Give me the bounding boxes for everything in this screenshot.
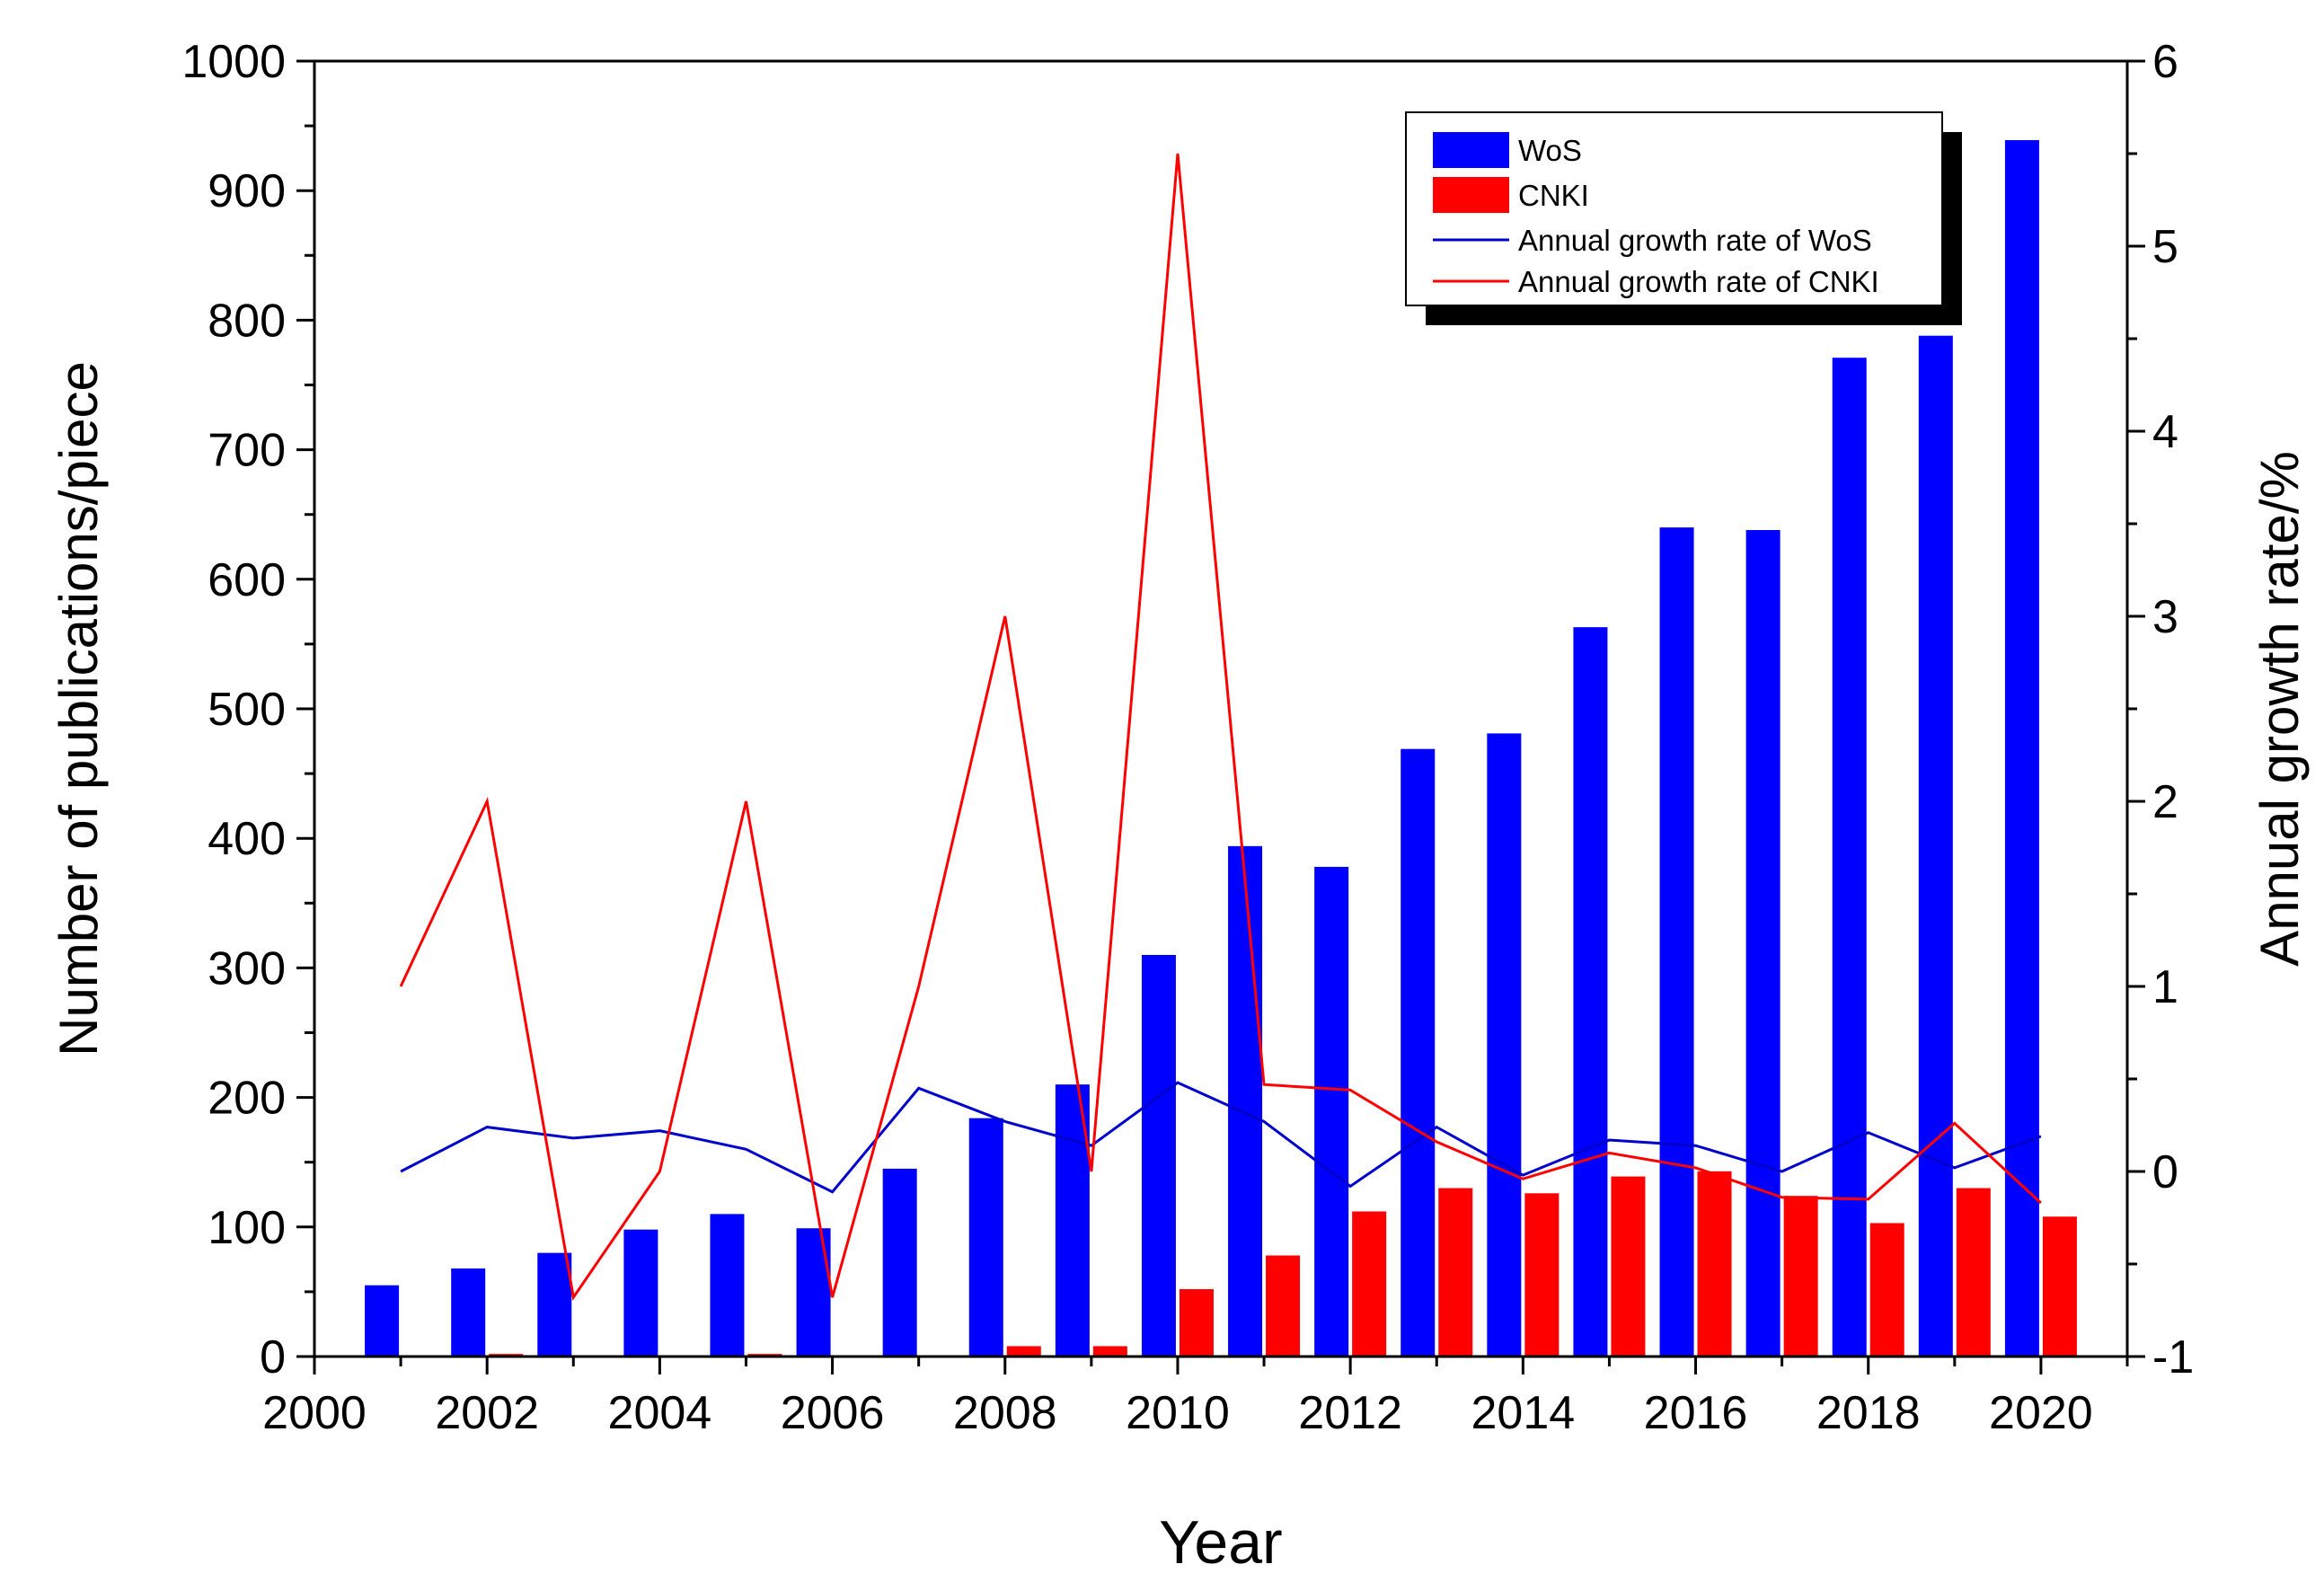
y2-tick-label-4: 3 [2152,591,2178,643]
y2-tick-label-0: -1 [2152,1331,2194,1383]
bar-cnki-2018 [1869,1223,1904,1357]
bar-wos-2016 [1659,527,1694,1357]
bar-cnki-2011 [1266,1255,1301,1357]
bar-wos-2007 [882,1168,917,1357]
x-tick-label-2010: 2010 [1126,1387,1230,1439]
bar-cnki-2013 [1438,1188,1473,1357]
y2-tick-label-2: 1 [2152,961,2178,1013]
x-tick-label-2012: 2012 [1298,1387,1402,1439]
bar-wos-2015 [1573,627,1608,1357]
y2-tick-label-6: 5 [2152,221,2178,273]
bar-wos-2001 [365,1285,400,1357]
x-axis-title: Year [1159,1508,1282,1577]
bar-cnki-2008 [1006,1346,1041,1357]
bar-cnki-2017 [1783,1196,1818,1357]
bar-wos-2017 [1745,530,1781,1357]
bar-wos-2020 [2004,139,2039,1357]
y-tick-label-300: 300 [208,942,286,994]
y-tick-label-100: 100 [208,1202,286,1254]
line-growth-wos [400,1081,2042,1194]
x-tick-label-2002: 2002 [435,1387,539,1439]
bar-cnki-2010 [1179,1289,1214,1357]
lines-layer [399,153,2042,1301]
x-tick-label-2020: 2020 [1989,1387,2093,1439]
bar-cnki-2020 [2042,1216,2077,1357]
y-tick-label-800: 800 [208,295,286,347]
legend: WoS CNKI Annual growth rate of WoS Annual g… [1405,111,1962,325]
legend-label-cnki-growth: Annual growth rate of CNKI [1518,265,1879,298]
bar-cnki-2009 [1092,1346,1127,1357]
bar-wos-2014 [1487,733,1522,1357]
legend-swatch-wos [1433,132,1509,168]
y2-axis-title: Annual growth rate/% [2249,451,2310,967]
x-tick-label-2006: 2006 [781,1387,885,1439]
y-tick-label-600: 600 [208,554,286,606]
bars-layer [365,139,2077,1357]
y2-tick-label-3: 2 [2152,776,2178,828]
y-tick-label-500: 500 [208,684,286,736]
y-axis-title: Number of publications/piece [49,361,109,1056]
bar-wos-2005 [710,1214,745,1357]
bar-cnki-2012 [1352,1211,1387,1357]
y-tick-label-900: 900 [208,165,286,217]
bar-cnki-2019 [1956,1188,1991,1357]
legend-swatch-cnki [1433,177,1509,213]
y-tick-label-400: 400 [208,813,286,865]
y-tick-label-700: 700 [208,425,286,477]
legend-label-cnki: CNKI [1518,179,1589,212]
y2-tick-label-5: 4 [2152,406,2178,458]
bar-wos-2013 [1401,748,1436,1357]
bar-wos-2003 [537,1252,572,1357]
bar-wos-2006 [796,1228,831,1357]
legend-label-wos-growth: Annual growth rate of WoS [1518,224,1872,257]
bar-wos-2012 [1314,866,1349,1357]
bar-wos-2019 [1918,335,1953,1357]
axes-layer: 2000 2002 2004 2006 2008 2010 2012 2014 2016 2018… [49,36,2310,1577]
y2-tick-label-7: 6 [2152,36,2178,88]
y2-tick-label-1: 0 [2152,1146,2178,1198]
y-tick-label-1000: 1000 [181,36,286,88]
bar-wos-2018 [1832,358,1867,1357]
legend-label-wos: WoS [1518,134,1582,167]
x-tick-label-2014: 2014 [1471,1387,1575,1439]
bar-wos-2002 [451,1268,486,1357]
y-tick-label-200: 200 [208,1073,286,1125]
line-growth-cnki [399,153,2042,1301]
x-tick-label-2016: 2016 [1644,1387,1748,1439]
bar-wos-2008 [968,1118,1003,1357]
bar-wos-2010 [1141,954,1176,1357]
x-tick-label-2000: 2000 [262,1387,367,1439]
x-tick-label-2008: 2008 [953,1387,1057,1439]
bar-cnki-2014 [1524,1193,1560,1357]
bar-wos-2004 [623,1229,658,1357]
x-tick-label-2004: 2004 [608,1387,712,1439]
y-tick-label-0: 0 [260,1331,286,1383]
bar-cnki-2016 [1697,1171,1732,1357]
bar-wos-2011 [1228,845,1263,1357]
bar-cnki-2015 [1611,1176,1646,1357]
x-tick-label-2018: 2018 [1816,1387,1921,1439]
